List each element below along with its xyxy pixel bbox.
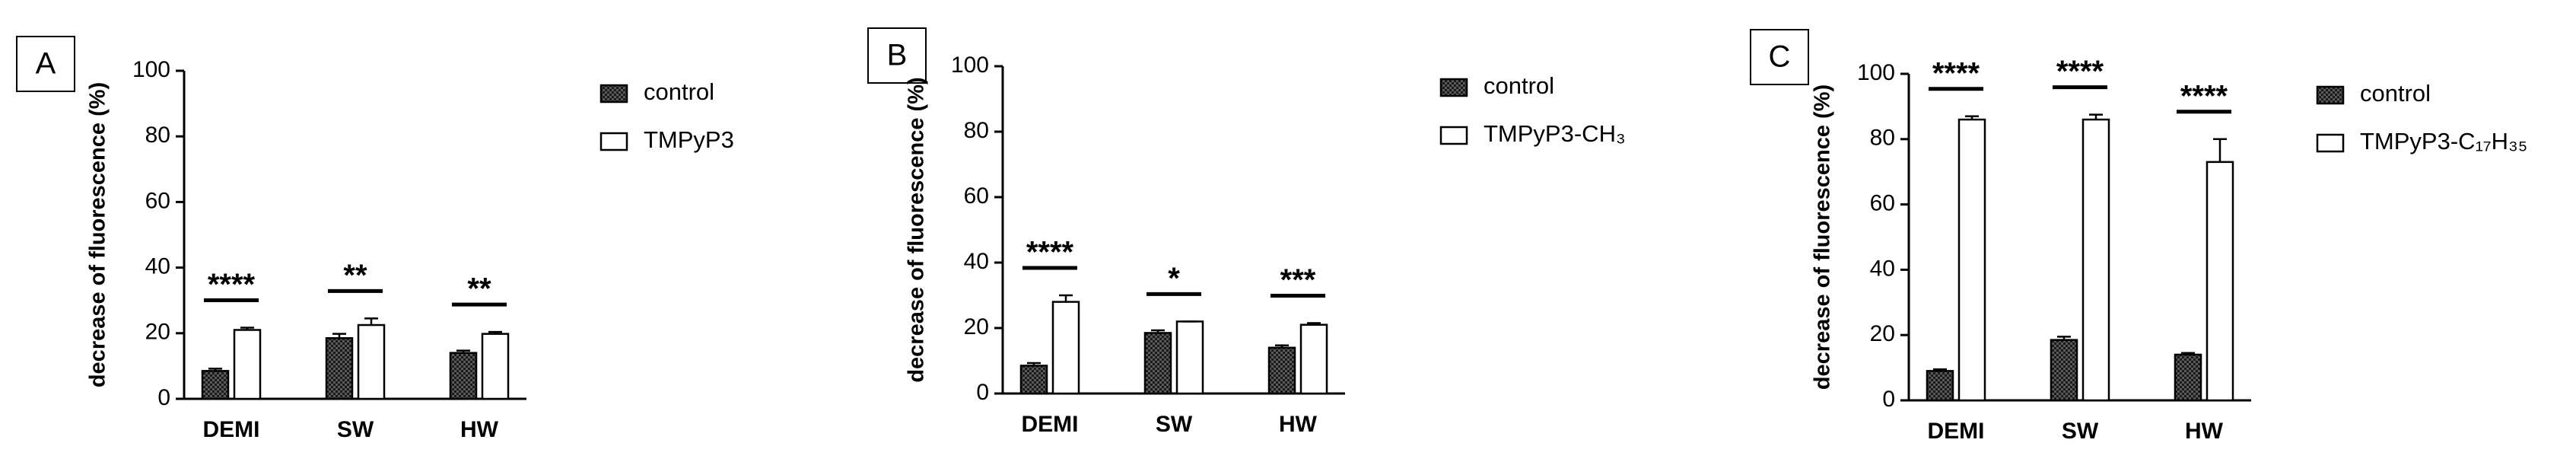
y-tick-label: 40 [145, 254, 170, 279]
y-tick-label: 20 [1870, 321, 1895, 346]
legend-label: TMPyP3 [644, 126, 734, 153]
x-tick-label: HW [1279, 412, 1318, 437]
panel-label: A [36, 47, 56, 81]
x-tick-label: SW [2062, 419, 2099, 444]
error-bar [1965, 115, 1979, 120]
bar [1299, 323, 1328, 395]
legend-swatch [1439, 78, 1468, 97]
x-tick-label: DEMI [1022, 412, 1079, 437]
y-axis-title: decrease of fluorescence (%) [905, 77, 929, 382]
panel-box [867, 27, 927, 84]
panel-box [1750, 29, 1809, 85]
error-bar [456, 349, 470, 353]
y-tick-label: 20 [964, 314, 989, 339]
legend-swatch [599, 132, 628, 151]
legend-label: TMPyP3-CH₃ [1484, 120, 1626, 147]
bar [201, 370, 230, 400]
x-tick-label: HW [460, 417, 499, 442]
panel-label: C [1769, 40, 1791, 74]
x-tick-label: DEMI [203, 417, 260, 442]
y-axis-title: decrease of fluorescence (%) [1811, 84, 1835, 390]
error-bar [1027, 362, 1041, 366]
panel-box [16, 36, 75, 92]
significance-label: **** [208, 268, 256, 301]
error-bar [1933, 368, 1947, 371]
error-bar [2181, 352, 2195, 355]
error-bar [2057, 336, 2071, 340]
legend-label: control [644, 78, 714, 105]
bar [1051, 301, 1080, 395]
significance-label: **** [2180, 79, 2228, 113]
error-bar [1151, 329, 1165, 333]
significance-label: **** [2056, 55, 2104, 88]
bar [2050, 339, 2078, 402]
y-tick-label: 40 [1870, 256, 1895, 281]
error-bar [208, 368, 222, 371]
y-tick-label: 60 [964, 183, 989, 209]
y-tick-label: 80 [1870, 126, 1895, 151]
bar [1926, 370, 1954, 402]
bar [233, 329, 262, 400]
y-tick-label: 0 [976, 380, 989, 405]
bar [449, 352, 478, 400]
bar [2174, 353, 2202, 402]
error-bar [1059, 294, 1073, 302]
significance-label: ** [343, 259, 367, 292]
legend-swatch [2316, 85, 2345, 105]
y-tick-label: 100 [132, 57, 170, 82]
error-bar [240, 327, 254, 330]
bar [1267, 346, 1296, 395]
y-tick-label: 80 [145, 123, 170, 148]
error-bar [364, 317, 378, 326]
bar [2081, 118, 2110, 402]
x-tick-label: SW [1156, 412, 1193, 437]
y-tick-label: 60 [1870, 191, 1895, 216]
bar [325, 337, 354, 400]
error-bar [2089, 113, 2103, 120]
y-tick-label: 20 [145, 320, 170, 345]
y-tick-label: 40 [964, 249, 989, 274]
bar [1019, 365, 1048, 395]
legend-swatch [1439, 126, 1468, 145]
bar [1957, 118, 1986, 402]
panel-label: B [887, 39, 908, 72]
significance-label: ** [467, 272, 491, 306]
error-bar [1275, 344, 1289, 348]
x-tick-label: SW [337, 417, 374, 442]
bar [481, 333, 510, 400]
error-bar [488, 330, 502, 334]
error-bar [332, 333, 346, 339]
legend-label: control [2360, 80, 2431, 107]
significance-label: *** [1280, 263, 1316, 297]
legend-swatch [2316, 133, 2345, 153]
legend-label: TMPyP3-C₁₇H₃₅ [2360, 128, 2527, 155]
y-tick-label: 80 [964, 118, 989, 143]
y-tick-label: 0 [157, 385, 170, 410]
y-tick-label: 60 [145, 188, 170, 213]
y-tick-label: 100 [951, 53, 989, 78]
x-tick-label: HW [2185, 419, 2224, 444]
y-tick-label: 0 [1882, 387, 1895, 412]
bar [1143, 332, 1172, 395]
bar [1175, 320, 1204, 395]
error-bar [1307, 322, 1321, 325]
significance-label: * [1168, 262, 1180, 295]
y-axis-title: decrease of fluorescence (%) [86, 82, 110, 387]
bar [357, 323, 386, 400]
legend-label: control [1484, 72, 1554, 99]
y-tick-label: 100 [1857, 60, 1895, 85]
significance-label: **** [1932, 56, 1980, 90]
bar [2206, 161, 2234, 402]
legend-swatch [599, 84, 628, 104]
error-bar [2213, 138, 2227, 162]
significance-label: **** [1026, 236, 1074, 269]
x-tick-label: DEMI [1928, 419, 1985, 444]
